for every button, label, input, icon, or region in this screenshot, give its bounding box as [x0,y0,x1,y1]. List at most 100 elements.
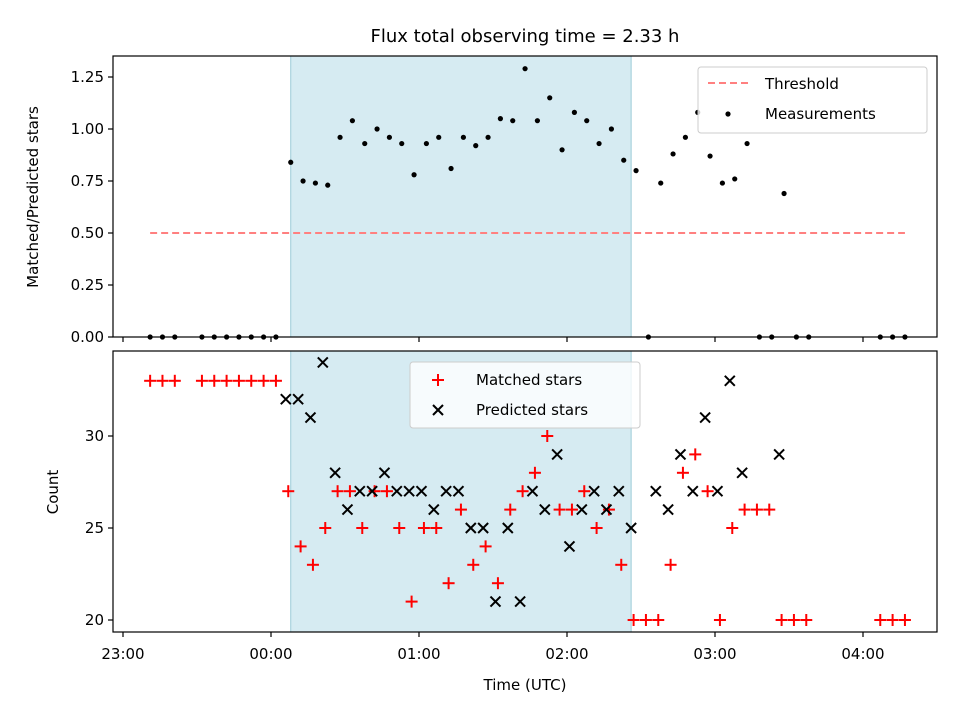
measurement-point [337,134,343,140]
matched-star-marker [886,614,899,626]
chart-title: Flux total observing time = 2.33 h [371,26,680,47]
matched-star-marker [282,485,295,498]
measurement-point [781,190,787,197]
measurement-point [448,165,454,172]
y-tick-label: 0.50 [71,224,104,242]
matched-star-marker [208,374,221,387]
top-x-axis-ticks [122,337,864,342]
measurement-point [547,95,553,101]
legend-measurements-swatch [725,111,731,117]
matched-stars-markers [144,374,911,626]
matched-star-marker [874,614,887,626]
predicted-star-marker [440,485,452,497]
legend-predicted-swatch [432,404,444,416]
predicted-star-marker [711,485,724,497]
predicted-star-marker [391,485,403,497]
measurement-point [436,134,442,140]
matched-star-marker [689,448,702,461]
matched-star-marker [467,558,480,571]
bottom-legend: Matched stars Predicted stars [409,361,641,429]
predicted-star-marker [317,356,329,369]
matched-star-marker [220,374,233,387]
x-tick-label: 23:00 [101,645,144,663]
y-tick-label: 0.75 [71,172,104,190]
bottom-legend-box [409,361,641,429]
top-y-axis-label: Matched/Predicted stars [24,106,42,288]
predicted-star-marker [736,467,748,479]
measurement-point [473,143,479,149]
predicted-star-marker [539,503,551,516]
matched-star-marker [393,522,406,534]
matched-star-marker [269,374,282,387]
matched-star-marker [590,522,603,534]
predicted-star-marker [551,448,563,461]
measurement-point [374,126,380,132]
matched-star-marker [615,558,628,571]
measurement-point [497,116,503,122]
matched-star-marker [168,374,181,387]
measurement-point [300,178,306,184]
matched-star-marker [652,614,665,626]
x-tick-label: 02:00 [545,645,588,663]
bottom-y-axis-ticks: 20 25 30 [85,427,113,629]
matched-star-marker [578,485,591,498]
measurement-point [460,134,466,140]
predicted-star-marker [415,485,428,497]
measurement-point [399,140,405,147]
matched-star-marker [800,614,813,626]
predicted-star-marker [576,503,588,516]
top-axes-frame [112,55,938,338]
matched-star-marker [763,503,776,516]
predicted-star-marker [378,467,391,479]
predicted-star-marker [465,522,477,534]
bottom-axes-frame [112,350,938,633]
matched-star-marker [775,614,788,626]
measurement-point [596,140,602,147]
matched-star-marker [356,522,369,534]
predicted-star-marker [366,485,378,497]
measurement-point [571,109,578,115]
y-tick-label: 0.00 [71,328,104,346]
matched-star-marker [306,558,319,571]
legend-measurements-label: Measurements [765,105,876,123]
predicted-star-marker [613,485,625,497]
measurement-point [288,159,294,165]
y-tick-label: 0.25 [71,276,104,294]
y-tick-label: 20 [85,611,104,629]
matched-star-marker [195,374,208,387]
bottom-x-axis-ticks: 23:00 00:00 01:00 02:00 03:00 04:00 [101,632,885,663]
predicted-star-marker [724,375,736,387]
predicted-star-marker [600,503,613,516]
matched-star-marker [319,522,332,534]
predicted-star-marker [304,411,317,424]
measurement-point [522,66,528,72]
matched-star-marker [257,374,270,387]
matched-star-marker [405,595,418,608]
x-tick-label: 04:00 [841,645,884,663]
predicted-star-marker [625,522,637,534]
measurement-point [349,118,355,124]
measurement-point [732,176,738,182]
matched-star-marker [528,466,541,479]
predicted-star-marker [403,485,415,497]
predicted-star-marker [650,485,662,497]
matched-star-marker [787,614,800,626]
matched-star-marker [541,430,554,442]
matched-star-marker [144,374,157,387]
predicted-star-marker [354,485,366,497]
predicted-star-marker [674,448,687,461]
measurement-point [362,140,368,147]
legend-predicted-label: Predicted stars [476,401,588,419]
matched-star-marker [430,522,443,534]
matched-star-marker [738,503,751,516]
predicted-star-marker [502,522,514,534]
legend-threshold-label: Threshold [764,75,839,93]
predicted-star-marker [329,467,341,479]
measurement-point [534,118,541,124]
matched-star-marker [553,503,566,516]
top-legend-box [697,66,928,134]
matched-star-marker [713,614,726,626]
predicted-star-marker [341,503,354,516]
measurement-point [411,172,417,178]
